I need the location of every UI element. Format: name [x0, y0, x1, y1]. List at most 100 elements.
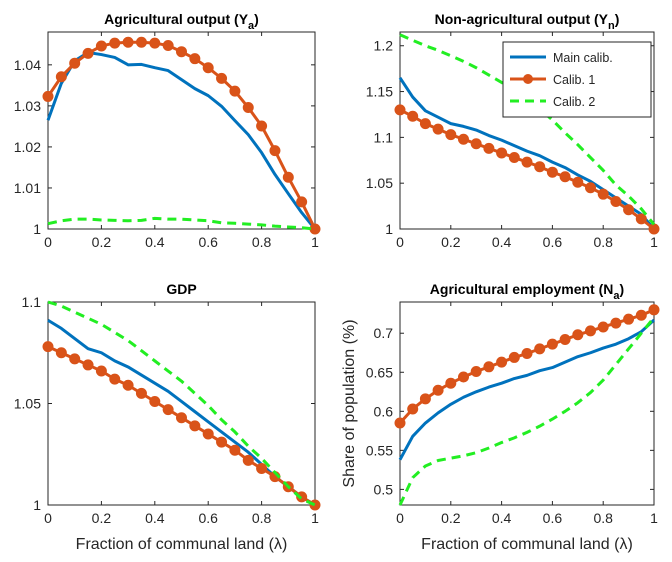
series-point-calib1 — [42, 90, 54, 102]
chart-agri-output: 0 0.2 0.4 0.6 0.8 1 1 1.01 1.02 1.03 1.04 Agricultu… — [14, 11, 321, 250]
series-point-calib1 — [256, 120, 268, 132]
series-point-calib1 — [508, 351, 520, 363]
series-point-calib1 — [648, 304, 660, 316]
series-point-calib1 — [419, 118, 431, 130]
series-point-calib1 — [534, 343, 546, 355]
series-point-calib1 — [95, 365, 107, 377]
chart-title-end: ) — [254, 11, 259, 27]
series-point-calib1 — [648, 223, 660, 235]
x-tick-label: 0.2 — [92, 510, 112, 526]
series-point-calib1 — [483, 361, 495, 373]
series-point-calib1 — [534, 161, 546, 173]
x-tick-label: 0.2 — [92, 234, 112, 250]
series-point-calib1 — [42, 341, 54, 353]
chart-title-subscript: n — [608, 20, 615, 32]
x-tick-label: 0 — [396, 234, 404, 250]
series-point-calib1 — [407, 403, 419, 415]
series-line-main — [398, 318, 656, 461]
chart-nonagri-output: 0 0.2 0.4 0.6 0.8 1 1 1.05 1.1 1.15 1.2 Non-agricul… — [366, 11, 660, 250]
y-tick-label: 1.01 — [14, 180, 41, 196]
series-point-calib1 — [458, 371, 469, 383]
plot-area — [394, 33, 660, 235]
legend-marker-calib1 — [523, 74, 533, 84]
series-point-calib1 — [176, 46, 187, 58]
series-point-calib1 — [521, 156, 533, 168]
series-point-calib1 — [282, 171, 294, 183]
series-point-calib1 — [394, 417, 406, 429]
x-tick-label: 0.4 — [145, 234, 165, 250]
series-point-calib1 — [623, 204, 635, 216]
y-axis-label: Share of population (%) — [341, 319, 358, 487]
series-point-calib1 — [135, 387, 147, 399]
y-tick-label: 1.05 — [14, 396, 41, 412]
x-axis-label: Fraction of communal land (λ) — [76, 536, 288, 553]
legend-label: Calib. 2 — [553, 95, 595, 109]
chart-title-end: ) — [620, 281, 625, 297]
series-point-calib1 — [189, 53, 201, 65]
x-tick-label: 0.2 — [441, 234, 461, 250]
x-tick-label: 0.6 — [198, 234, 218, 250]
y-tick-label: 0.65 — [366, 364, 393, 380]
chart-title-main: Agricultural output (Y — [104, 11, 249, 27]
series-point-calib1 — [55, 71, 67, 83]
series-point-calib1 — [229, 444, 241, 456]
series-point-calib1 — [635, 309, 647, 321]
x-tick-label: 0.8 — [593, 510, 613, 526]
series-point-calib1 — [546, 338, 558, 350]
series-point-calib1 — [242, 102, 254, 114]
series-point-calib1 — [162, 404, 174, 416]
series-point-calib1 — [55, 347, 67, 359]
series-point-calib1 — [508, 152, 520, 164]
y-tick-label: 0.55 — [366, 442, 393, 458]
series-point-calib1 — [597, 321, 609, 333]
chart-agri-employment: 0 0.2 0.4 0.6 0.8 1 0.5 0.55 0.6 0.65 0.7 Agricultu… — [341, 281, 660, 553]
series-point-calib1 — [496, 356, 508, 368]
series-line-main — [398, 76, 656, 230]
series-point-calib1 — [269, 145, 281, 157]
series-point-calib1 — [470, 365, 482, 377]
series-point-calib1 — [407, 110, 419, 122]
x-tick-label: 0 — [396, 510, 404, 526]
chart-title: Non-agricultural output (Yn) — [435, 11, 620, 32]
legend-label: Main calib. — [553, 51, 613, 65]
series-point-calib1 — [432, 384, 444, 396]
series-point-calib1 — [82, 47, 94, 59]
y-tick-label: 0.5 — [374, 481, 394, 497]
series-point-calib1 — [202, 62, 214, 74]
series-point-calib1 — [229, 85, 241, 97]
y-tick-label: 0.6 — [374, 403, 394, 419]
series-point-calib1 — [149, 37, 161, 49]
series-point-calib1 — [559, 171, 571, 183]
series-point-calib1 — [559, 333, 571, 345]
series-point-calib1 — [394, 104, 406, 116]
series-point-calib1 — [149, 395, 161, 407]
x-tick-label: 0.4 — [145, 510, 165, 526]
series-point-calib1 — [610, 196, 622, 208]
x-tick-label: 0.6 — [543, 510, 563, 526]
series-point-calib1 — [122, 36, 134, 48]
y-tick-label: 0.7 — [374, 325, 394, 341]
x-tick-label: 0 — [44, 234, 52, 250]
x-tick-label: 0 — [44, 510, 52, 526]
x-tick-label: 1 — [311, 510, 319, 526]
series-point-calib1 — [496, 147, 508, 159]
x-tick-label: 0.8 — [593, 234, 613, 250]
y-tick-label: 1 — [33, 497, 41, 513]
series-point-calib1 — [109, 373, 121, 385]
chart-title-subscript: a — [248, 20, 255, 32]
series-point-calib1 — [546, 166, 558, 178]
chart-title-main: GDP — [166, 281, 196, 297]
series-point-calib1 — [95, 40, 107, 52]
chart-title: Agricultural output (Ya) — [104, 11, 259, 32]
chart-title-subscript: a — [613, 290, 620, 302]
series-point-calib1 — [419, 393, 431, 405]
legend: Main calib. Calib. 1 Calib. 2 — [502, 41, 652, 118]
x-tick-label: 0.4 — [492, 510, 512, 526]
series-point-calib1 — [122, 379, 134, 391]
axes-box — [399, 301, 655, 506]
x-tick-label: 1 — [311, 234, 319, 250]
plot-area — [42, 36, 321, 235]
plot-area — [394, 304, 660, 506]
series-point-calib1 — [635, 213, 647, 225]
series-line-calib2 — [398, 316, 656, 506]
